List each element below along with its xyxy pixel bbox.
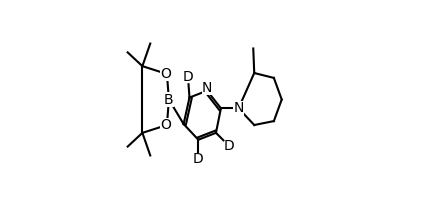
Text: N: N [233, 101, 244, 115]
Text: D: D [193, 152, 204, 166]
Text: D: D [182, 70, 193, 84]
Text: D: D [223, 139, 234, 153]
Text: B: B [164, 93, 174, 106]
Text: O: O [160, 118, 172, 132]
Text: N: N [202, 81, 212, 95]
Text: O: O [160, 67, 172, 81]
